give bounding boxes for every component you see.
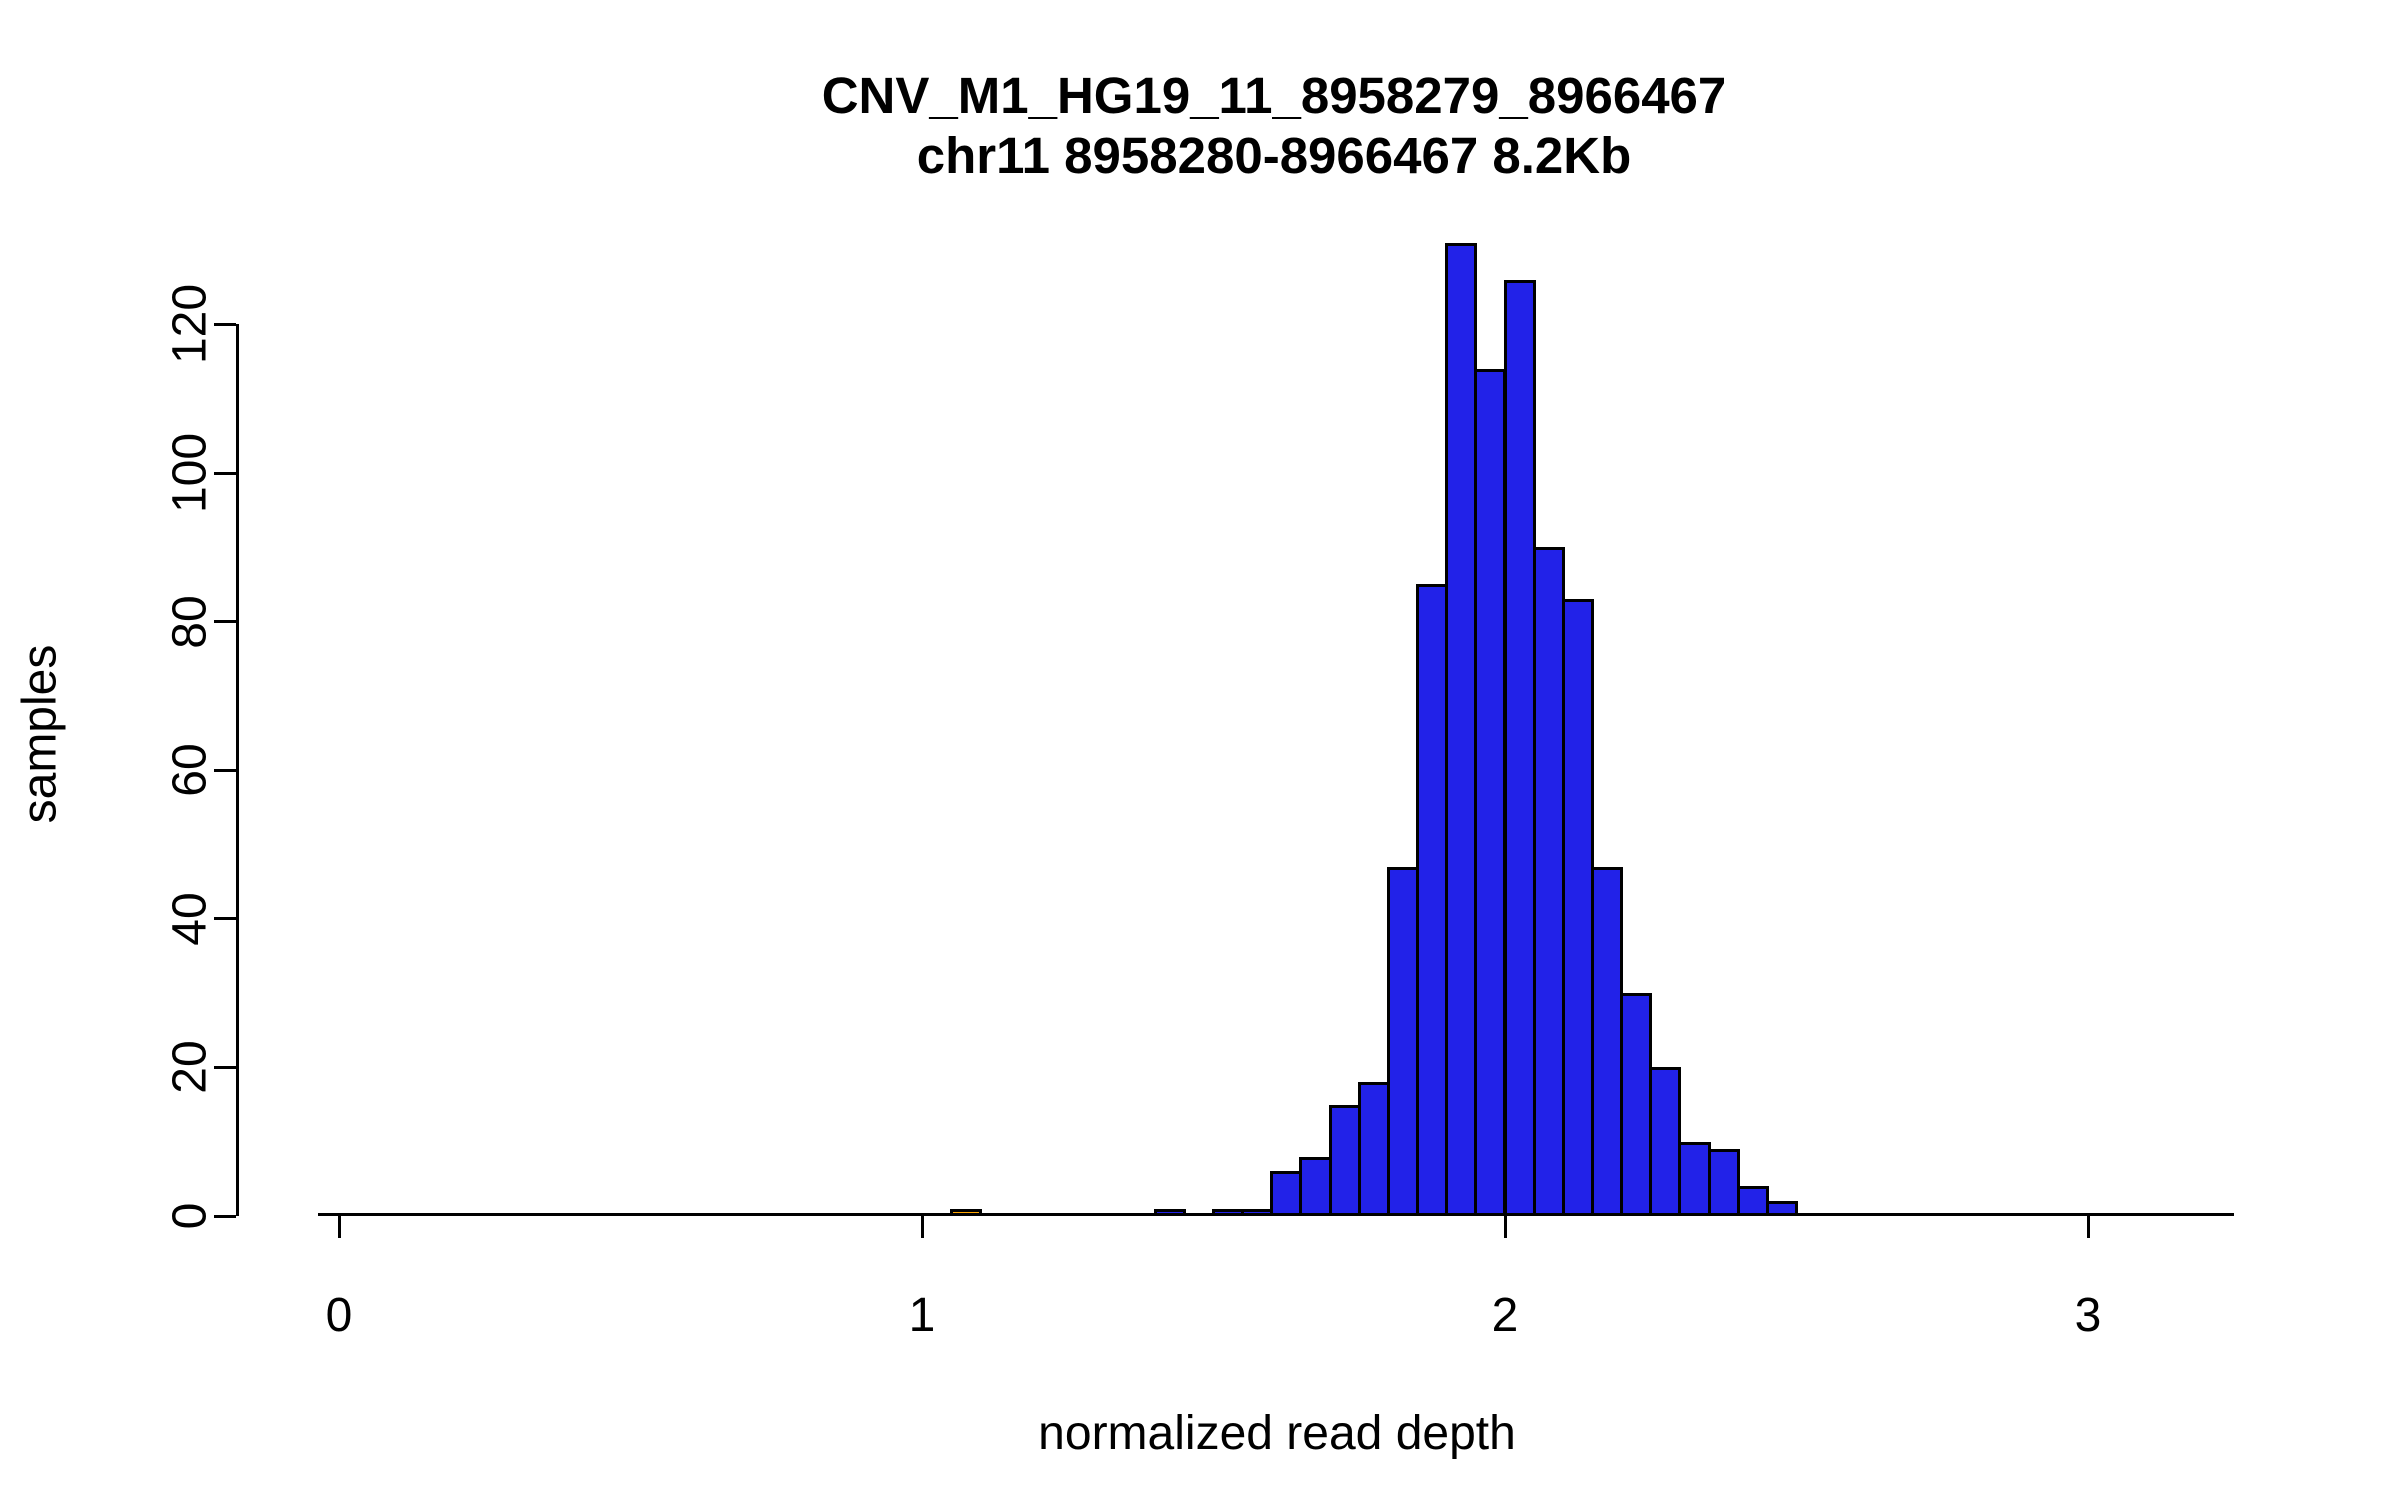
x-tick-label: 3	[2074, 1289, 2102, 1342]
x-tick-label: 2	[1491, 1289, 1519, 1342]
y-tick-label: 20	[163, 1040, 217, 1095]
y-tick-label: 120	[163, 284, 217, 365]
histogram-bar	[1678, 1141, 1711, 1216]
x-tick	[337, 1216, 341, 1238]
y-tick-label: 0	[163, 1202, 217, 1230]
x-tick	[920, 1216, 924, 1238]
histogram-bar	[1270, 1171, 1303, 1216]
histogram-bar	[1736, 1186, 1769, 1216]
chart-subtitle: chr11 8958280-8966467 8.2Kb	[916, 127, 1632, 184]
histogram-bar	[1561, 599, 1594, 1216]
x-axis-title: normalized read depth	[1038, 1407, 1516, 1460]
x-tick	[1503, 1216, 1507, 1238]
x-tick	[2086, 1216, 2090, 1238]
y-tick-label: 40	[163, 892, 217, 946]
y-tick	[214, 322, 236, 326]
x-axis-line	[318, 1213, 2234, 1216]
x-tick-label: 1	[908, 1289, 936, 1342]
y-tick	[214, 917, 236, 921]
histogram-bar	[1620, 993, 1653, 1216]
y-tick	[214, 620, 236, 624]
histogram-bar	[1503, 279, 1536, 1216]
histogram-bar	[1328, 1104, 1361, 1216]
y-tick-label: 60	[163, 743, 217, 797]
y-axis-line	[236, 324, 239, 1216]
y-tick	[214, 471, 236, 475]
y-tick-label: 100	[163, 432, 217, 514]
histogram-bar	[1649, 1067, 1682, 1216]
y-tick	[214, 768, 236, 772]
y-tick-label: 80	[163, 594, 217, 649]
histogram-bar	[1590, 866, 1624, 1216]
histogram-bar	[1445, 242, 1478, 1216]
histogram-bar	[1299, 1156, 1332, 1216]
y-axis-title: samples	[13, 644, 67, 824]
histogram-bar	[1416, 584, 1449, 1216]
y-tick	[214, 1065, 236, 1069]
histogram-bar	[1532, 547, 1565, 1216]
chart-title: CNV_M1_HG19_11_8958279_8966467	[821, 67, 1727, 124]
histogram-bar	[1357, 1082, 1390, 1216]
histogram-bar	[1474, 368, 1507, 1216]
histogram-bar	[1707, 1149, 1740, 1216]
y-tick	[214, 1214, 236, 1218]
x-tick-label: 0	[325, 1289, 353, 1342]
histogram-bar	[1386, 866, 1420, 1216]
